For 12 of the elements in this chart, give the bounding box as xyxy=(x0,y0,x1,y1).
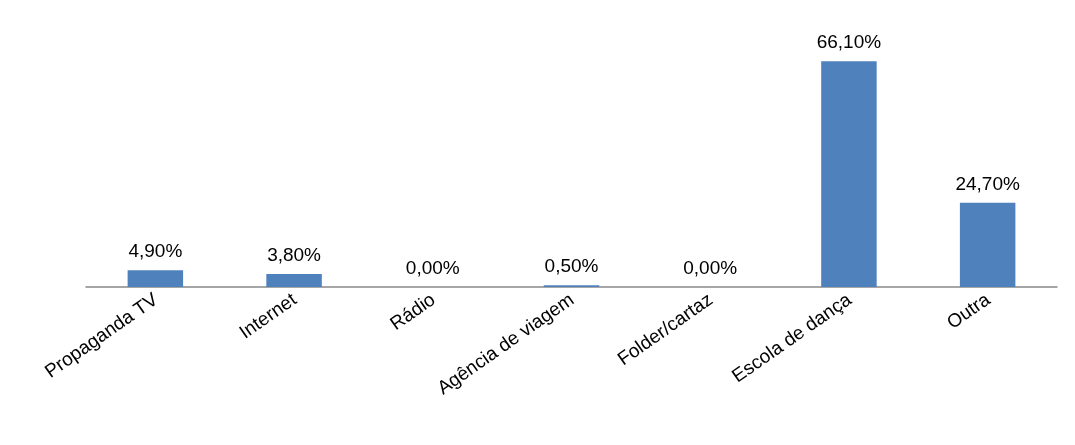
bar xyxy=(127,270,184,287)
x-tick-label: Outra xyxy=(942,288,995,333)
data-label: 4,90% xyxy=(128,240,183,262)
data-label: 0,50% xyxy=(544,255,599,277)
bar xyxy=(266,274,322,287)
bar xyxy=(959,202,1016,287)
data-label: 66,10% xyxy=(816,31,882,53)
data-label: 0,00% xyxy=(683,257,738,278)
data-label: 3,80% xyxy=(267,244,322,266)
data-label: 0,00% xyxy=(405,257,460,278)
data-label: 24,70% xyxy=(955,172,1020,194)
bar xyxy=(821,61,877,287)
